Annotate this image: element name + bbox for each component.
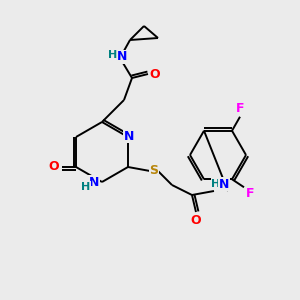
Text: F: F: [246, 187, 254, 200]
Text: H: H: [81, 182, 91, 192]
Text: N: N: [124, 130, 134, 142]
Text: H: H: [212, 179, 220, 189]
Text: S: S: [149, 164, 158, 178]
Text: O: O: [150, 68, 160, 80]
Text: H: H: [108, 50, 118, 60]
Text: F: F: [236, 102, 244, 115]
Text: O: O: [49, 160, 59, 173]
Text: O: O: [191, 214, 201, 226]
Text: N: N: [89, 176, 99, 188]
Text: N: N: [219, 178, 229, 190]
Text: N: N: [117, 50, 127, 64]
